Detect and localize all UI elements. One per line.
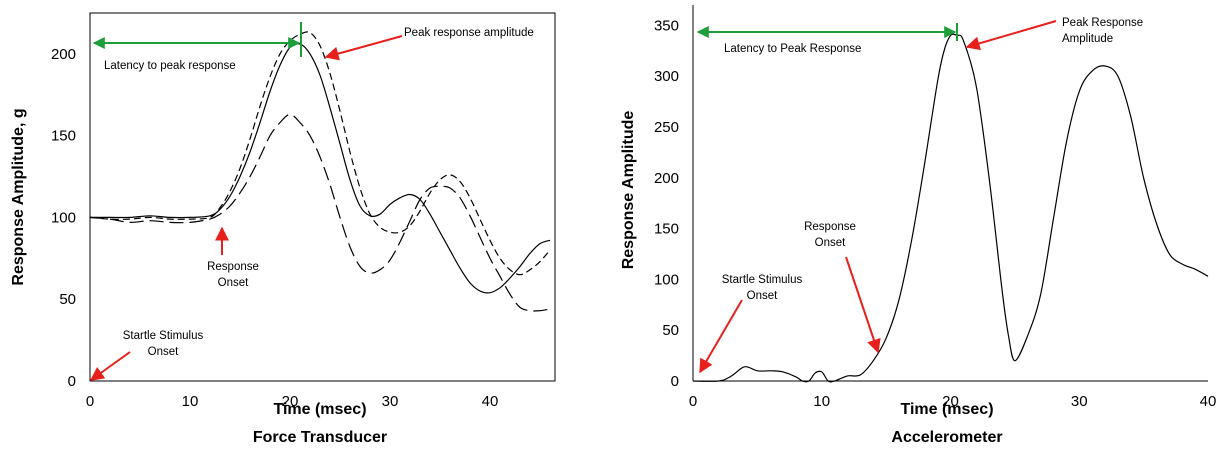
x-tick-labels: 0 10 20 30 40 bbox=[86, 393, 499, 410]
peak-arrow bbox=[965, 20, 1057, 51]
y-tick-label: 150 bbox=[654, 221, 679, 238]
y-tick-label: 50 bbox=[662, 322, 679, 339]
x-tick-label: 10 bbox=[182, 393, 199, 410]
x-tick-label: 20 bbox=[942, 393, 959, 410]
startle-arrow bbox=[699, 299, 743, 374]
annotation-peak: Peak response amplitude bbox=[404, 27, 534, 39]
annotation-startle-line1: Startle Stimulus bbox=[123, 330, 204, 342]
x-tick-label: 0 bbox=[689, 393, 697, 410]
x-tick-label: 30 bbox=[382, 393, 399, 410]
chart-force-transducer: 0 50 100 150 200 0 10 20 30 40 Response Amplitud… bbox=[10, 12, 556, 446]
annotation-startle-line2: Onset bbox=[747, 290, 778, 302]
annotation-onset-line1: Response bbox=[207, 261, 259, 273]
plot-frame bbox=[89, 12, 556, 382]
x-tick-label: 0 bbox=[86, 393, 94, 410]
x-tick-labels: 0 10 20 30 40 bbox=[689, 393, 1217, 410]
onset-arrow bbox=[845, 256, 881, 354]
y-tick-labels: 0 50 100 150 200 250 300 350 bbox=[654, 17, 679, 390]
y-tick-label: 0 bbox=[68, 373, 76, 390]
chart-accelerometer: 0 50 100 150 200 250 300 350 0 10 20 30 40 Response… bbox=[620, 5, 1216, 446]
x-axis-title: Time (msec) bbox=[273, 401, 366, 418]
y-axis-title: Response Amplitude bbox=[620, 111, 637, 270]
y-tick-label: 350 bbox=[654, 17, 679, 34]
series-line-solid bbox=[692, 33, 1209, 383]
annotation-startle-line2: Onset bbox=[148, 346, 179, 358]
y-axis-title: Response Amplitude, g bbox=[10, 108, 27, 285]
x-tick-label: 40 bbox=[1200, 393, 1217, 410]
y-tick-label: 50 bbox=[59, 291, 76, 308]
x-tick-label: 30 bbox=[1071, 393, 1088, 410]
annotation-peak-line1: Peak Response bbox=[1062, 17, 1143, 29]
startle-arrow bbox=[89, 351, 131, 381]
y-tick-label: 250 bbox=[654, 119, 679, 136]
chart-title: Force Transducer bbox=[253, 429, 387, 446]
y-tick-label: 200 bbox=[654, 170, 679, 187]
series-line-long-dash bbox=[89, 113, 551, 312]
peak-arrow bbox=[324, 35, 403, 61]
annotation-peak-line2: Amplitude bbox=[1062, 33, 1113, 45]
annotation-startle-line1: Startle Stimulus bbox=[722, 274, 803, 286]
y-tick-label: 200 bbox=[51, 46, 76, 63]
y-tick-label: 100 bbox=[51, 209, 76, 226]
annotation-latency: Latency to Peak Response bbox=[724, 43, 861, 55]
annotation-latency: Latency to peak response bbox=[104, 60, 236, 72]
annotation-onset-line2: Onset bbox=[218, 277, 249, 289]
x-tick-label: 10 bbox=[813, 393, 830, 410]
y-tick-label: 0 bbox=[671, 373, 679, 390]
annotation-onset-line2: Onset bbox=[815, 237, 846, 249]
y-tick-label: 300 bbox=[654, 68, 679, 85]
chart-title: Accelerometer bbox=[891, 429, 1002, 446]
y-tick-label: 150 bbox=[51, 128, 76, 145]
x-tick-label: 40 bbox=[482, 393, 499, 410]
series-line-dashed bbox=[89, 31, 551, 276]
y-tick-labels: 0 50 100 150 200 bbox=[51, 46, 76, 390]
x-tick-label: 20 bbox=[282, 393, 299, 410]
annotation-onset-line1: Response bbox=[804, 221, 856, 233]
x-axis-title: Time (msec) bbox=[900, 401, 993, 418]
y-tick-label: 100 bbox=[654, 271, 679, 288]
series-line-solid bbox=[90, 43, 551, 294]
series-lines bbox=[89, 31, 551, 312]
series-lines bbox=[692, 33, 1209, 383]
